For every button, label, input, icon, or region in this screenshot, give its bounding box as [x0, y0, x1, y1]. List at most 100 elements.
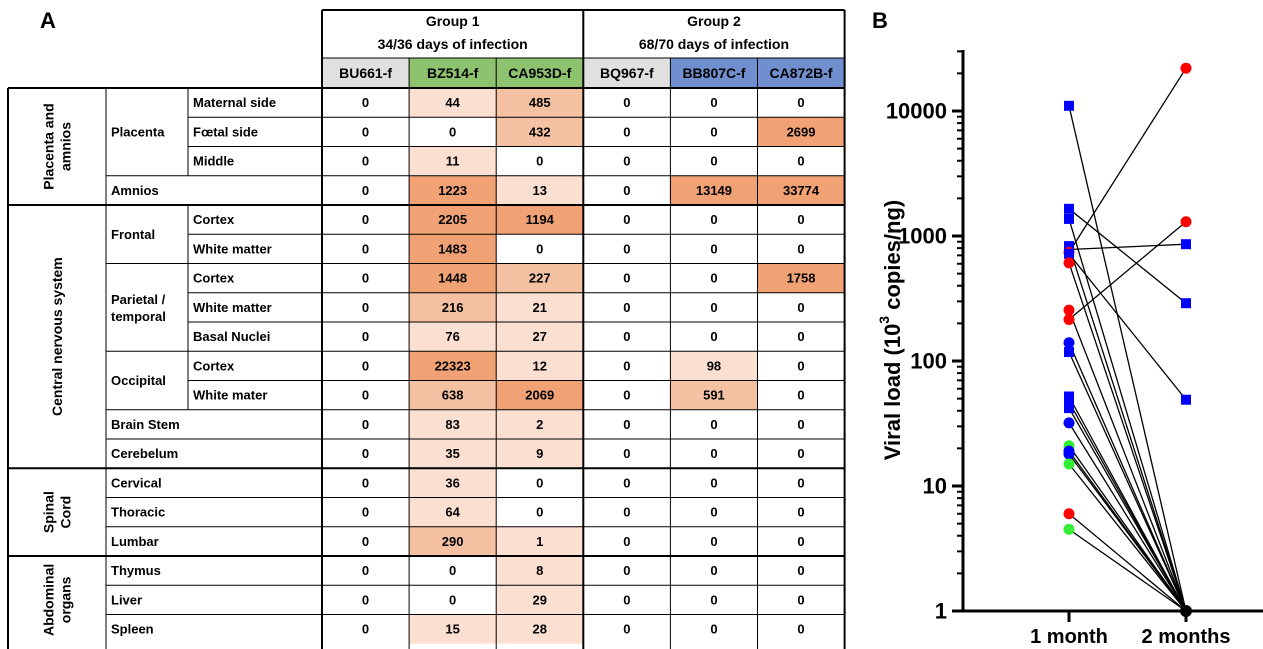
value-cell: 1 — [536, 534, 543, 549]
heat-cell — [496, 380, 584, 410]
heat-cell — [670, 175, 758, 205]
subgroup-label: Cerebelum — [111, 446, 178, 461]
value-cell: 0 — [710, 417, 717, 432]
heat-cell — [496, 409, 584, 439]
heat-cell — [409, 380, 497, 410]
group-title: Group 2 — [687, 13, 741, 29]
sample-header-label: BB807C-f — [682, 65, 745, 81]
tissue-label: White matter — [193, 241, 272, 256]
heat-cell — [670, 351, 758, 381]
value-cell: 83 — [445, 417, 459, 432]
subgroup-label: Amnios — [111, 183, 159, 198]
heat-cell — [496, 526, 584, 556]
point-1-month — [1063, 257, 1075, 269]
section-label-line: Cord — [58, 496, 74, 529]
section-label-line: Central nervous system — [49, 257, 65, 416]
heat-cell — [409, 439, 497, 469]
value-cell: 432 — [529, 124, 551, 139]
subgroup-label: Cervical — [111, 475, 162, 490]
value-cell: 0 — [362, 505, 369, 520]
value-cell: 0 — [710, 563, 717, 578]
value-cell: 0 — [362, 124, 369, 139]
value-cell: 0 — [623, 563, 630, 578]
heat-cell — [757, 117, 845, 147]
value-cell: 15 — [445, 622, 459, 637]
pair-line — [1068, 463, 1187, 612]
value-cell: 0 — [797, 475, 804, 490]
value-cell: 0 — [623, 475, 630, 490]
heat-cell — [496, 351, 584, 381]
heat-cell — [409, 292, 497, 322]
value-cell: 1223 — [438, 183, 467, 198]
value-cell: 0 — [623, 124, 630, 139]
value-cell: 0 — [623, 183, 630, 198]
value-cell: 0 — [449, 563, 456, 578]
sample-header-label: BU661-f — [339, 65, 392, 81]
tissue-label: Cortex — [193, 271, 235, 286]
heat-cell — [409, 234, 497, 264]
value-cell: 0 — [362, 241, 369, 256]
value-cell: 35 — [445, 446, 459, 461]
value-cell: 0 — [362, 446, 369, 461]
subgroup-label: Frontal — [111, 227, 155, 242]
point-1-month — [1064, 213, 1074, 224]
value-cell: 0 — [536, 475, 543, 490]
point-2-months-baseline — [1180, 605, 1192, 617]
subgroup-label: Thoracic — [111, 505, 165, 520]
value-cell: 9 — [536, 446, 543, 461]
viral-load-chart: 1 10 100 1000 10000 1 month 2 months Viral load… — [876, 50, 1263, 648]
value-cell: 29 — [533, 592, 547, 607]
value-cell: 0 — [362, 417, 369, 432]
pair-line — [1068, 513, 1187, 612]
value-cell: 0 — [710, 154, 717, 169]
value-cell: 0 — [362, 154, 369, 169]
subgroup-label: temporal — [111, 309, 166, 324]
value-cell: 44 — [445, 95, 460, 110]
point-1-month — [1064, 100, 1074, 111]
value-cell: 0 — [623, 388, 630, 403]
value-cell: 216 — [442, 300, 464, 315]
value-cell: 0 — [623, 271, 630, 286]
heat-cell — [409, 322, 497, 352]
value-cell: 0 — [797, 212, 804, 227]
value-cell: 1448 — [438, 271, 467, 286]
tissue-label: Cortex — [193, 212, 235, 227]
value-cell: 0 — [797, 154, 804, 169]
tissue-label: Middle — [193, 154, 234, 169]
value-cell: 638 — [442, 388, 464, 403]
subgroup-label: Spleen — [111, 622, 154, 637]
value-cell: 0 — [362, 475, 369, 490]
pair-line — [1068, 105, 1187, 612]
value-cell: 591 — [703, 388, 725, 403]
point-1-month — [1063, 313, 1075, 325]
x-tick-label: 1 month — [1030, 626, 1108, 648]
y-tick-label: 100 — [910, 349, 947, 374]
heat-cell — [757, 263, 845, 293]
y-tick-label: 10 — [923, 474, 947, 499]
panel-b-label: B — [872, 8, 888, 33]
heat-cell — [409, 526, 497, 556]
sample-header-cell — [757, 58, 845, 88]
heat-cell — [496, 175, 584, 205]
x-tick-label: 2 months — [1142, 626, 1231, 648]
point-2-months — [1180, 62, 1192, 74]
value-cell: 28 — [533, 622, 547, 637]
value-cell: 0 — [623, 446, 630, 461]
value-cell: 290 — [442, 534, 464, 549]
sample-header-cell — [496, 58, 584, 88]
sample-header-cell — [670, 58, 758, 88]
y-axis-label-tail: copies/ng) — [880, 200, 905, 316]
heat-cell — [496, 556, 584, 586]
heat-cell — [409, 146, 497, 176]
y-axis-label-sup: 3 — [876, 316, 892, 324]
pair-line — [1068, 528, 1187, 612]
value-cell: 0 — [797, 388, 804, 403]
value-cell: 0 — [797, 241, 804, 256]
subgroup-label: Thymus — [111, 563, 161, 578]
subgroup-label: Parietal / — [111, 292, 166, 307]
value-cell: 2069 — [525, 388, 554, 403]
value-cell: 0 — [362, 622, 369, 637]
sample-header-cell — [583, 58, 671, 88]
heat-cell — [496, 292, 584, 322]
heat-cell — [496, 322, 584, 352]
